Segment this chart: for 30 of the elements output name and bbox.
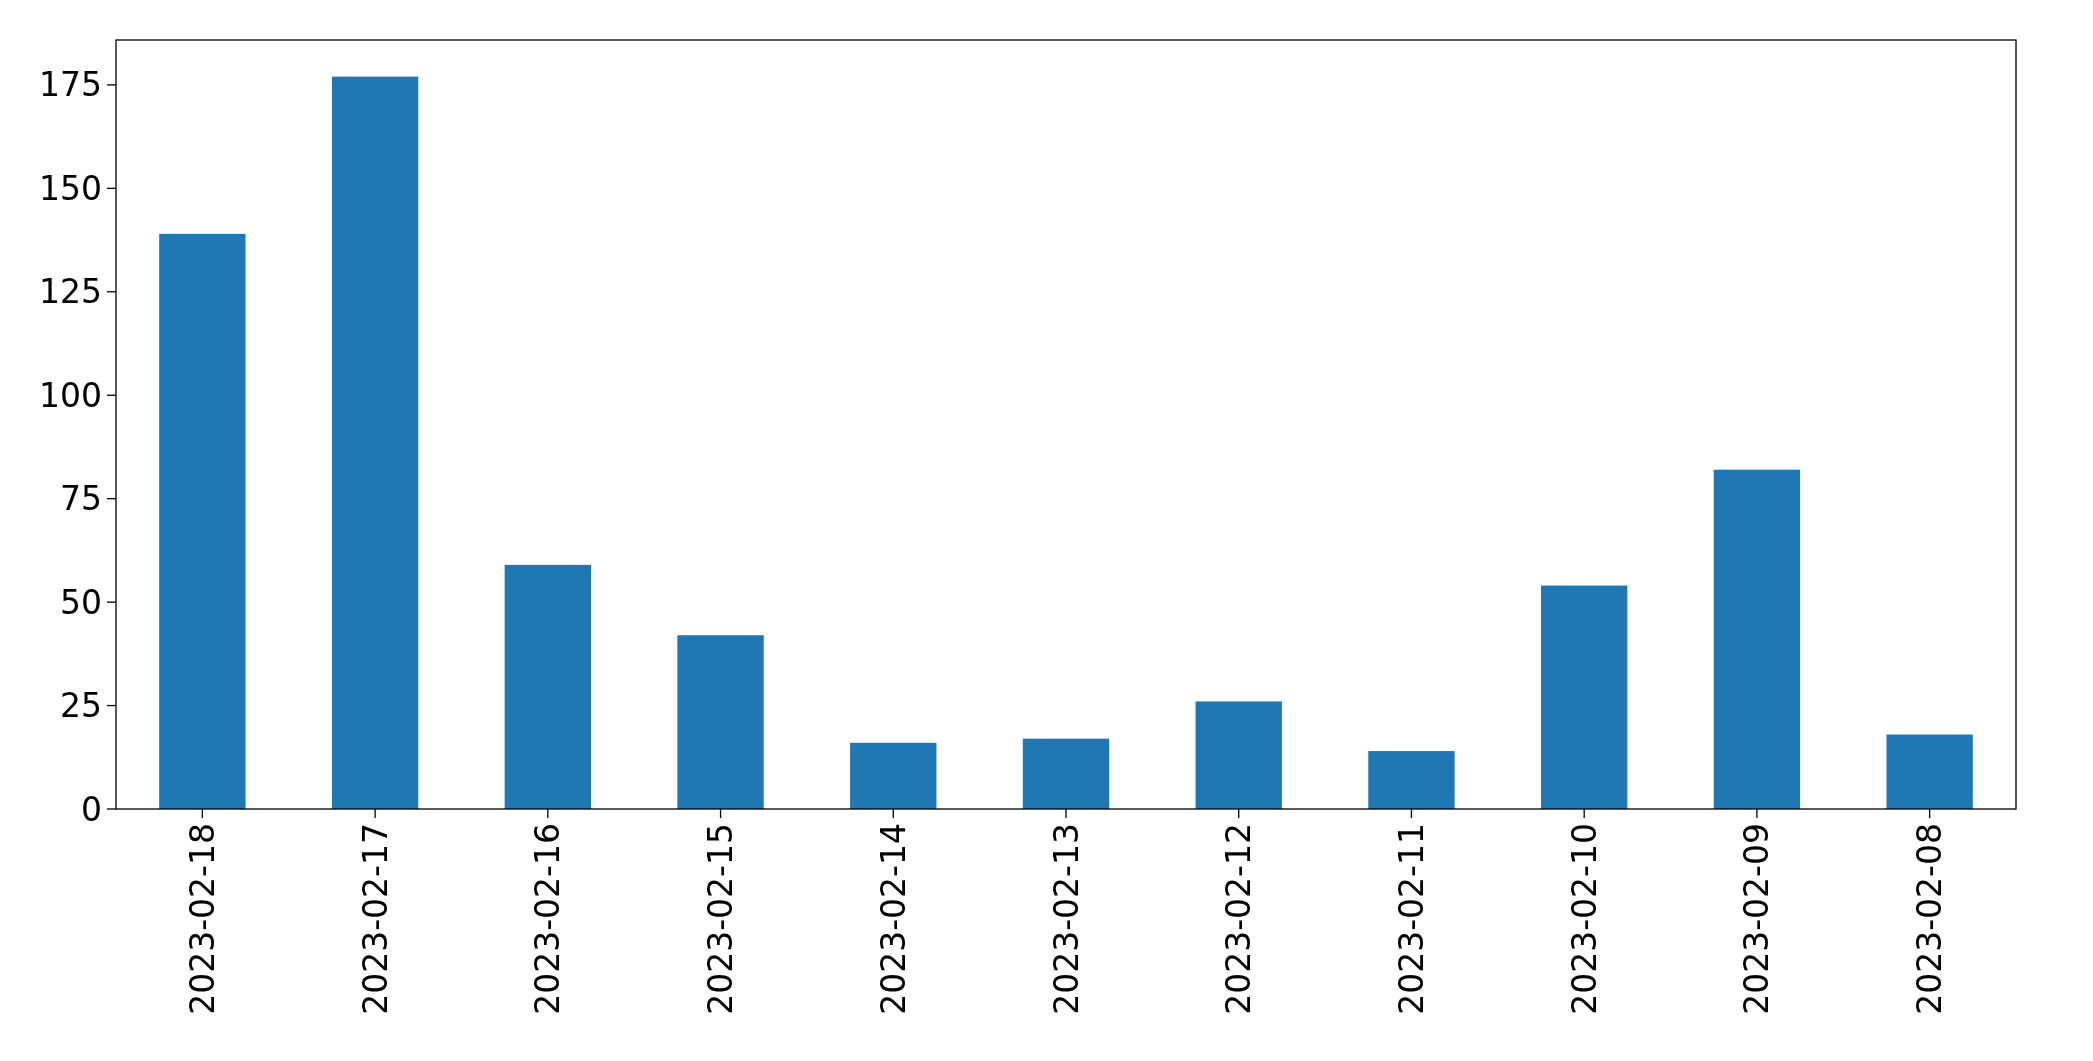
- x-tick-label: 2023-02-17: [355, 823, 395, 1015]
- bar: [159, 233, 246, 809]
- x-tick-label: 2023-02-11: [1392, 823, 1431, 1015]
- bar: [1541, 585, 1628, 809]
- x-tick-label: 2023-02-12: [1219, 823, 1259, 1015]
- y-tick-label: 25: [60, 686, 102, 726]
- bar: [1022, 738, 1110, 809]
- x-tick-label: 2023-02-16: [528, 823, 568, 1015]
- x-tick-label: 2023-02-13: [1046, 823, 1086, 1015]
- x-tick-label: 2023-02-14: [873, 823, 913, 1015]
- bar: [1886, 734, 1973, 809]
- x-tick-label: 2023-02-09: [1737, 823, 1777, 1015]
- x-tick-label: 2023-02-10: [1564, 823, 1604, 1015]
- y-tick-label: 50: [60, 582, 102, 622]
- y-tick-label: 175: [39, 65, 102, 105]
- bar: [1368, 751, 1455, 809]
- bar: [677, 635, 764, 809]
- y-tick-label: 150: [39, 168, 102, 208]
- y-tick-label: 125: [39, 272, 102, 312]
- x-tick-label: 2023-02-15: [701, 823, 741, 1015]
- bar: [331, 76, 419, 809]
- bar: [504, 564, 591, 809]
- bar: [850, 742, 937, 809]
- y-tick-label: 0: [81, 789, 102, 829]
- bar: [1713, 469, 1801, 809]
- y-tick-label: 100: [39, 375, 102, 415]
- x-tick-label: 2023-02-18: [182, 823, 222, 1015]
- y-tick-label: 75: [60, 479, 102, 519]
- bar: [1195, 701, 1282, 809]
- x-tick-label: 2023-02-08: [1910, 823, 1950, 1015]
